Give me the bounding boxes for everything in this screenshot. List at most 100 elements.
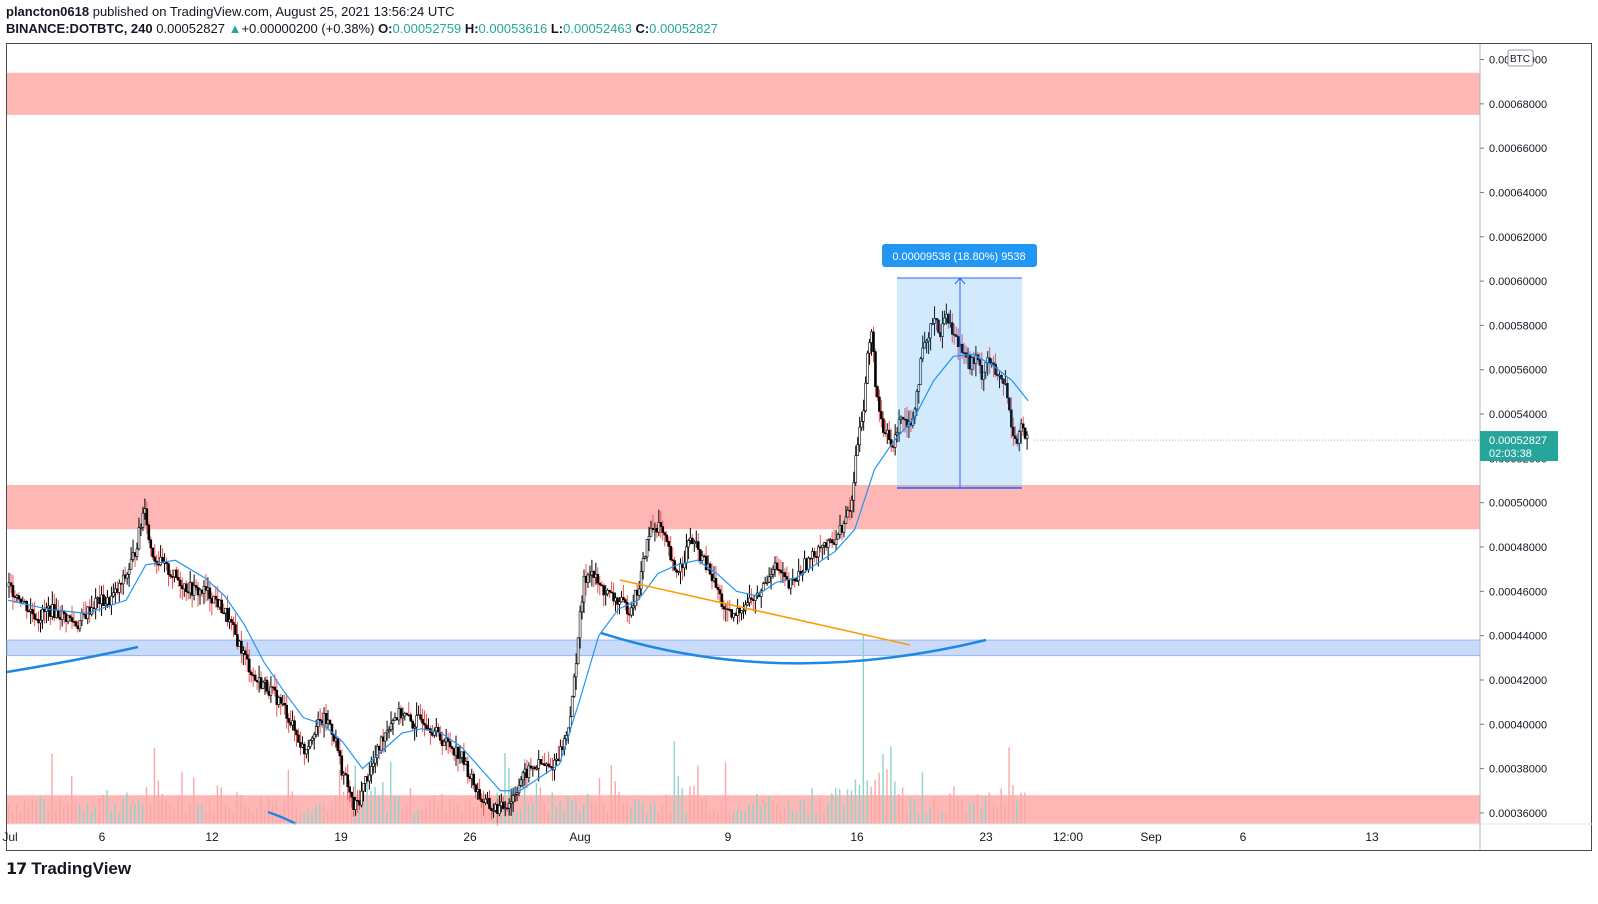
- candle: [941, 310, 944, 349]
- candle-body: [631, 605, 635, 609]
- volume-bar: [421, 808, 423, 824]
- volume-bar: [909, 797, 912, 824]
- volume-bar: [248, 807, 250, 824]
- volume-bar: [520, 809, 522, 824]
- candle: [622, 584, 625, 603]
- volume-bar: [126, 792, 128, 824]
- candle: [633, 589, 637, 611]
- volume-bar: [153, 748, 156, 824]
- volume-bar: [689, 786, 691, 824]
- candle: [244, 647, 247, 666]
- volume-bar: [323, 803, 325, 824]
- candle-body: [596, 574, 600, 584]
- volume-bar: [224, 804, 227, 824]
- candle: [610, 581, 613, 594]
- candle: [612, 582, 615, 606]
- candle-body: [253, 674, 257, 681]
- candle-body: [373, 757, 377, 764]
- volume-bar: [366, 778, 368, 824]
- candle-body: [947, 313, 950, 324]
- candle: [45, 602, 48, 624]
- volume-bar: [799, 800, 802, 824]
- measure-label-box: [882, 244, 1037, 267]
- candle: [570, 695, 574, 718]
- volume-bar: [161, 793, 163, 824]
- candle: [312, 732, 316, 750]
- candle-body: [33, 613, 36, 620]
- candle-body: [413, 726, 416, 729]
- candle: [490, 806, 493, 820]
- volume-bar: [823, 813, 825, 824]
- volume-bar: [480, 811, 483, 824]
- candle: [882, 411, 885, 438]
- curve-fragment: [267, 810, 297, 826]
- candle-body: [125, 574, 129, 579]
- volume-bar: [776, 805, 778, 824]
- chart-frame[interactable]: [6, 43, 1592, 851]
- candle: [943, 310, 946, 326]
- candle-body: [602, 585, 606, 596]
- candle: [868, 338, 871, 365]
- candle: [39, 609, 42, 633]
- candle-body: [1013, 435, 1017, 440]
- candle: [417, 705, 420, 717]
- candle-body: [626, 602, 629, 615]
- candle-body: [789, 578, 793, 589]
- candle-body: [882, 418, 885, 433]
- tradingview-logo[interactable]: 𝟭𝟳 TradingView: [6, 859, 131, 879]
- volume-bar: [346, 801, 349, 824]
- volume-bar: [882, 753, 884, 824]
- candle-body: [419, 714, 422, 720]
- candle-body: [214, 596, 218, 600]
- volume-bar: [586, 793, 589, 824]
- candle: [308, 738, 312, 749]
- volume-bar: [661, 805, 664, 824]
- candle: [618, 597, 621, 615]
- candle-body: [852, 482, 856, 501]
- volume-bar: [264, 809, 266, 824]
- volume-bar: [634, 799, 636, 824]
- candle: [121, 569, 125, 595]
- volume-bar: [484, 798, 486, 824]
- candle-body: [330, 723, 334, 735]
- candle-body: [795, 580, 798, 582]
- volume-bar: [716, 812, 719, 824]
- candle-body: [785, 576, 789, 580]
- volume-bar: [216, 785, 219, 824]
- candle-body: [149, 539, 153, 549]
- zone-red-0: [7, 72, 1480, 115]
- candle-body: [927, 337, 930, 342]
- candle-body: [952, 333, 956, 336]
- candle: [391, 718, 395, 736]
- volume-bar: [937, 806, 939, 824]
- candle-body: [519, 779, 523, 786]
- candle-body: [604, 593, 607, 596]
- volume-bar: [827, 802, 829, 824]
- candle-body: [39, 619, 42, 624]
- candle: [647, 526, 651, 552]
- candle-body: [685, 546, 688, 564]
- volume-bar: [740, 810, 742, 824]
- candle-body: [984, 362, 988, 373]
- candle: [433, 727, 436, 738]
- candle-body: [234, 624, 237, 635]
- volume-bar: [685, 813, 687, 824]
- volume-bar: [393, 796, 396, 824]
- volume-bar: [382, 782, 384, 824]
- author-name[interactable]: plancton0618: [6, 4, 90, 19]
- candle-body: [633, 589, 637, 607]
- candle: [66, 615, 70, 625]
- volume-bar: [8, 802, 10, 824]
- volume-bar: [913, 799, 916, 824]
- volume-bar: [279, 813, 282, 824]
- candle-body: [767, 576, 771, 583]
- candle-body: [360, 790, 363, 806]
- candle: [527, 762, 531, 783]
- currency-badge: [1507, 49, 1534, 67]
- candle: [338, 738, 342, 765]
- candle: [714, 565, 718, 589]
- rounding-curve-left: [6, 645, 139, 674]
- candle: [314, 719, 318, 738]
- candle: [90, 595, 94, 617]
